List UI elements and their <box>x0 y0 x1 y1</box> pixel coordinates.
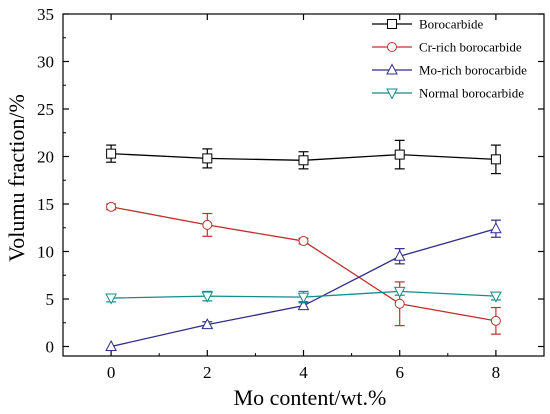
legend-entry-1: Borocarbide <box>372 17 483 32</box>
y-tick-label: 0 <box>46 338 55 357</box>
legend-entry-2: Cr-rich borocarbide <box>372 40 522 55</box>
x-tick-label: 8 <box>492 363 501 382</box>
data-point <box>393 286 406 298</box>
y-axis-title: Volumu fraction/% <box>4 94 29 262</box>
data-point <box>298 236 309 247</box>
x-axis: 0 2 4 6 8 <box>62 14 545 382</box>
data-point <box>490 154 501 165</box>
data-point <box>201 318 214 330</box>
data-point <box>105 339 117 351</box>
series-1 <box>106 139 501 175</box>
y-tick-label: 15 <box>37 195 54 214</box>
y-tick-label: 35 <box>37 5 54 24</box>
series-line <box>110 228 497 348</box>
data-point <box>297 292 310 304</box>
x-tick-label: 2 <box>203 363 212 382</box>
legend: Borocarbide Cr-rich borocarbide Mo-rich bo… <box>372 17 527 101</box>
data-point <box>490 291 502 303</box>
data-point <box>202 219 213 230</box>
y-tick-label: 30 <box>37 53 54 72</box>
legend-marker <box>387 19 397 29</box>
data-point <box>394 298 405 309</box>
legend-marker <box>386 63 398 75</box>
data-point <box>297 299 310 311</box>
legend-label: Cr-rich borocarbide <box>419 40 522 55</box>
x-tick-label: 6 <box>395 363 404 382</box>
series-layer <box>105 139 502 351</box>
y-tick-label: 25 <box>37 100 54 119</box>
legend-entry-3: Mo-rich borocarbide <box>372 63 527 78</box>
y-tick-label: 10 <box>37 243 54 262</box>
data-point <box>106 201 117 212</box>
legend-marker <box>386 88 398 100</box>
legend-label: Normal borocarbide <box>419 86 524 101</box>
data-point <box>490 315 501 326</box>
data-point <box>202 153 213 164</box>
x-tick-label: 4 <box>299 363 308 382</box>
data-point <box>393 249 406 261</box>
data-point <box>106 148 117 159</box>
data-point <box>298 155 309 166</box>
x-tick-label: 0 <box>107 363 116 382</box>
data-point <box>105 293 117 305</box>
data-point <box>201 291 214 303</box>
data-point <box>490 222 502 234</box>
y-tick-label: 5 <box>46 290 55 309</box>
data-point <box>394 149 405 160</box>
y-tick-label: 20 <box>37 148 54 167</box>
legend-label: Mo-rich borocarbide <box>419 63 527 78</box>
series-4 <box>105 286 502 305</box>
series-2 <box>106 201 501 335</box>
legend-entry-4: Normal borocarbide <box>372 86 524 101</box>
legend-label: Borocarbide <box>419 17 483 32</box>
x-axis-title: Mo content/wt.% <box>234 385 387 410</box>
y-axis: 0 5 10 15 20 25 30 35 <box>37 5 544 357</box>
legend-marker <box>387 42 397 52</box>
